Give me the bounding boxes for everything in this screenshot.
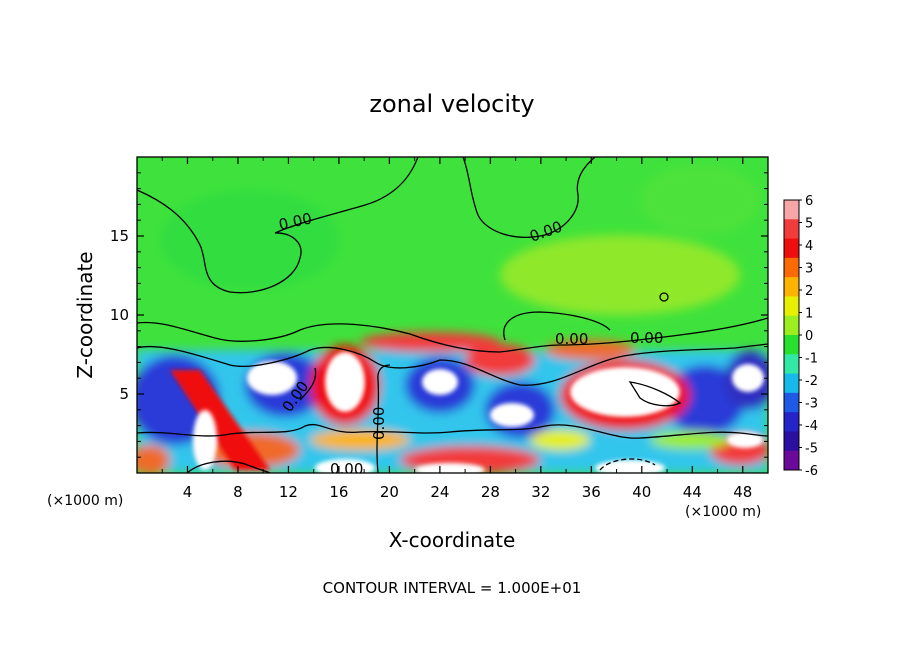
velocity-field: 0.00 0.00 0.00 0.00 0.00 0.00 0.00 — [137, 157, 768, 478]
colorbar-swatch — [784, 315, 799, 336]
zero-contour — [659, 292, 669, 302]
field-patch — [640, 165, 760, 235]
zero-contour — [503, 311, 611, 341]
colorbar-label: 2 — [805, 284, 813, 299]
field-patch — [465, 344, 535, 376]
field-core — [315, 459, 375, 473]
colorbar-swatch — [784, 431, 799, 452]
colorbar-swatch — [784, 219, 799, 240]
y-tick-label: 5 — [119, 385, 129, 403]
x-tick-label: 28 — [481, 483, 500, 501]
zero-contour — [628, 381, 682, 407]
zero-contour — [376, 364, 391, 473]
colorbar-label: 4 — [805, 239, 813, 254]
x-tick-label: 44 — [683, 483, 702, 501]
field-core — [325, 352, 365, 412]
colorbar-swatch — [784, 412, 799, 432]
colorbar-swatch — [784, 373, 799, 394]
y-axis: 5 10 15 — [110, 172, 768, 458]
zero-contour — [137, 343, 768, 386]
colorbar-label: 5 — [805, 217, 813, 232]
contour-interval-note: CONTOUR INTERVAL = 1.000E+01 — [323, 579, 582, 597]
y-tick-label: 10 — [110, 306, 129, 324]
colorbar-label: -1 — [805, 352, 818, 367]
colorbar-label: 6 — [805, 194, 813, 209]
colorbar-swatch — [784, 277, 799, 297]
colorbar: 6 5 4 3 2 1 0 -1 -2 -3 -4 -5 -6 — [783, 194, 818, 479]
zero-contour — [599, 458, 656, 471]
field-core — [247, 361, 297, 395]
colorbar-swatch — [784, 335, 799, 355]
x-tick-label: 36 — [582, 483, 601, 501]
colorbar-swatch — [784, 296, 799, 317]
colorbar-swatch — [784, 392, 799, 413]
x-axis-label: X-coordinate — [389, 528, 516, 552]
field-patch — [360, 332, 500, 352]
zero-contour — [137, 157, 419, 294]
colorbar-label: -6 — [805, 464, 818, 479]
zero-contour — [462, 157, 596, 238]
x-tick-label: 20 — [380, 483, 399, 501]
chart-title: zonal velocity — [369, 90, 534, 118]
contour-label: 0.00 — [330, 460, 363, 478]
field-core — [422, 369, 458, 395]
x-tick-label: 8 — [233, 483, 243, 501]
colorbar-label: -5 — [805, 442, 818, 457]
x-tick-label: 32 — [531, 483, 550, 501]
field-patch — [137, 445, 170, 473]
field-patch — [170, 370, 270, 470]
field-core — [570, 367, 680, 417]
x-unit-left: (×1000 m) — [47, 493, 123, 509]
y-axis-label: Z-coordinate — [73, 251, 97, 378]
colorbar-swatch — [784, 238, 799, 259]
x-tick-label: 12 — [279, 483, 298, 501]
x-unit-right: (×1000 m) — [685, 504, 761, 520]
x-tick-label: 24 — [430, 483, 449, 501]
field-patch — [160, 190, 340, 290]
x-tick-label: 4 — [183, 483, 193, 501]
field-patch — [500, 235, 740, 315]
zero-contour — [137, 424, 768, 439]
colorbar-label: -3 — [805, 397, 818, 412]
contour-label: 0.00 — [370, 407, 388, 440]
colorbar-label: 1 — [805, 307, 813, 322]
x-axis: 4 8 12 16 20 24 28 32 36 40 44 48 — [161, 157, 752, 501]
field-core — [732, 364, 764, 392]
contour-label: 0.00 — [630, 329, 663, 347]
x-tick-label: 16 — [329, 483, 348, 501]
colorbar-label: 3 — [805, 262, 813, 277]
x-tick-label: 48 — [733, 483, 752, 501]
zero-contour — [299, 367, 317, 401]
colorbar-label: -4 — [805, 419, 818, 434]
field-patch — [310, 430, 410, 450]
zero-contour — [137, 317, 768, 353]
contour-label: 0.00 — [555, 330, 588, 348]
colorbar-label: -2 — [805, 374, 818, 389]
x-tick-label: 40 — [632, 483, 651, 501]
field-core — [595, 460, 665, 473]
colorbar-label: 0 — [805, 329, 813, 344]
field-core — [193, 410, 217, 470]
field-core — [727, 432, 763, 448]
field-core — [490, 403, 534, 427]
field-patch — [530, 430, 590, 450]
y-tick-label: 15 — [110, 227, 129, 245]
field-core — [415, 463, 485, 473]
colorbar-swatch — [784, 354, 799, 375]
colorbar-swatch — [784, 450, 799, 471]
colorbar-swatch — [784, 200, 799, 220]
colorbar-swatch — [784, 257, 799, 278]
